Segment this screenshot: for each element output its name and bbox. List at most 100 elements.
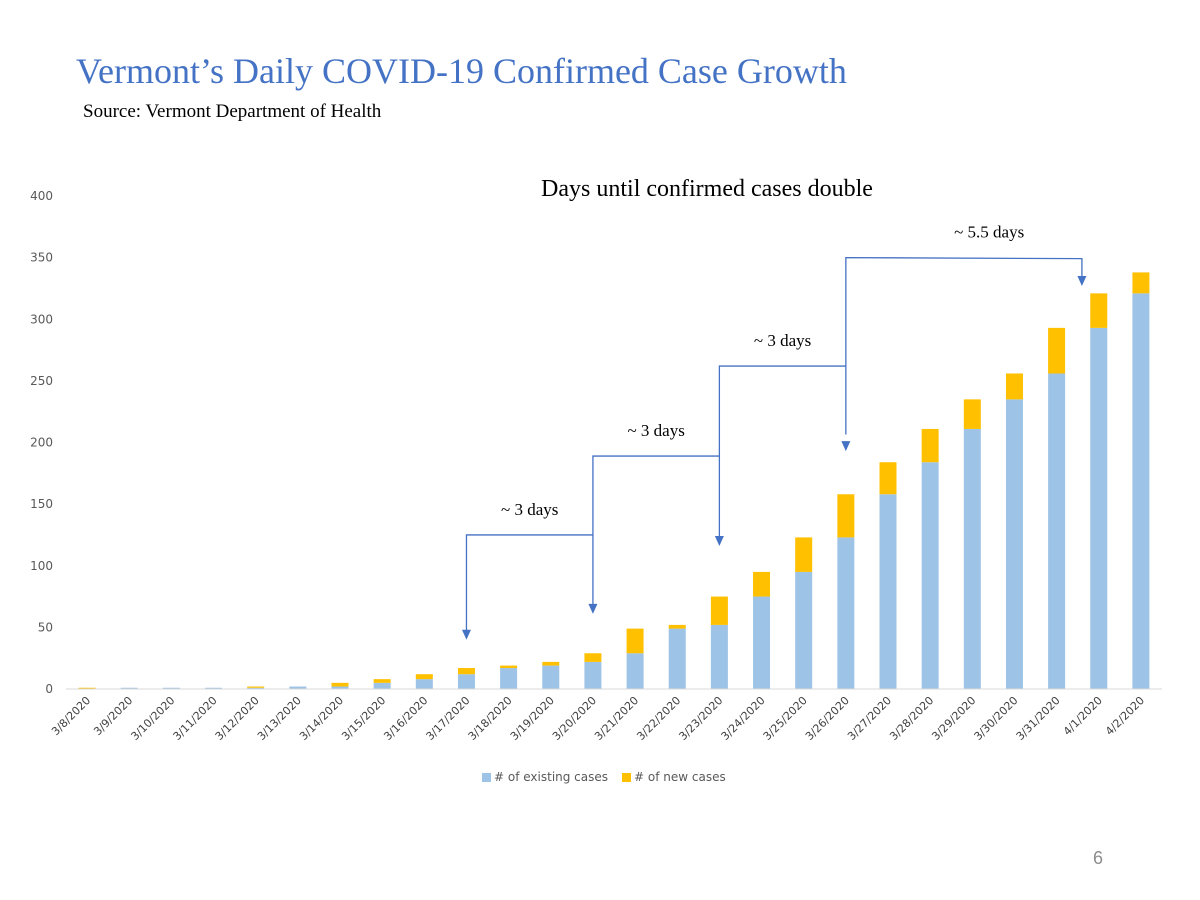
bar-new-cases xyxy=(457,668,475,675)
x-tick-label: 3/22/2020 xyxy=(634,694,683,743)
bar-existing-cases xyxy=(1090,327,1108,689)
bar-new-cases xyxy=(415,674,433,680)
doubling-arrow-3: ~ 3 days xyxy=(714,331,846,547)
bar-new-cases xyxy=(1132,272,1150,294)
bar-existing-cases xyxy=(289,686,307,689)
legend-swatch xyxy=(622,773,631,782)
legend-label: # of existing cases xyxy=(494,770,608,784)
bar-existing-cases xyxy=(921,462,939,689)
bar-existing-cases xyxy=(1132,293,1150,689)
x-tick-label: 3/28/2020 xyxy=(887,694,936,743)
arrow-head xyxy=(841,441,851,452)
y-tick-label: 400 xyxy=(30,189,53,203)
arrow-line xyxy=(592,455,720,605)
arrow-line xyxy=(465,534,593,631)
bar-existing-cases xyxy=(120,687,138,689)
x-tick-label: 3/12/2020 xyxy=(213,694,262,743)
x-tick-label: 4/1/2020 xyxy=(1061,694,1105,738)
x-tick-label: 3/17/2020 xyxy=(424,694,473,743)
arrow-line xyxy=(718,365,846,538)
arrow-head xyxy=(1077,275,1087,286)
slide-source: Source: Vermont Department of Health xyxy=(83,101,382,122)
bar-existing-cases xyxy=(162,687,180,689)
bar-existing-cases xyxy=(415,679,433,689)
arrow-head xyxy=(461,629,471,640)
bar-existing-cases xyxy=(710,624,728,689)
bar-existing-cases xyxy=(837,537,855,689)
doubling-label: ~ 5.5 days xyxy=(954,223,1024,242)
bar-existing-cases xyxy=(584,661,602,689)
bar-new-cases xyxy=(247,686,265,688)
bar-existing-cases xyxy=(373,682,391,689)
arrow-head xyxy=(714,536,724,547)
x-tick-label: 3/26/2020 xyxy=(803,694,852,743)
x-tick-label: 3/18/2020 xyxy=(466,694,515,743)
bar-new-cases xyxy=(753,571,771,597)
bar-series xyxy=(78,272,1150,689)
x-axis: 3/8/20203/9/20203/10/20203/11/20203/12/2… xyxy=(49,694,1147,743)
page-number: 6 xyxy=(1093,848,1104,868)
arrow-line xyxy=(845,256,1083,435)
x-tick-label: 3/16/2020 xyxy=(381,694,430,743)
x-tick-label: 3/29/2020 xyxy=(929,694,978,743)
bar-new-cases xyxy=(500,665,518,669)
bar-existing-cases xyxy=(753,596,771,689)
bar-new-cases xyxy=(921,428,939,463)
bar-existing-cases xyxy=(542,665,560,689)
doubling-arrow-1: ~ 3 days xyxy=(461,500,593,640)
x-tick-label: 3/8/2020 xyxy=(49,694,93,738)
x-tick-label: 3/10/2020 xyxy=(128,694,177,743)
bar-new-cases xyxy=(542,661,560,666)
y-tick-label: 250 xyxy=(30,374,53,388)
bar-new-cases xyxy=(879,462,897,495)
bar-new-cases xyxy=(373,679,391,683)
x-tick-label: 3/19/2020 xyxy=(508,694,557,743)
bar-existing-cases xyxy=(500,668,518,689)
legend: # of existing cases # of new cases xyxy=(482,770,726,784)
bar-new-cases xyxy=(837,494,855,538)
x-tick-label: 3/9/2020 xyxy=(91,694,135,738)
bar-new-cases xyxy=(710,596,728,625)
bar-existing-cases xyxy=(795,571,813,689)
x-tick-label: 3/24/2020 xyxy=(719,694,768,743)
bar-new-cases xyxy=(795,537,813,572)
bar-new-cases xyxy=(1048,327,1066,374)
slide-title: Vermont’s Daily COVID-19 Confirmed Case … xyxy=(76,51,847,91)
x-tick-label: 3/21/2020 xyxy=(592,694,641,743)
arrow-head xyxy=(588,603,598,614)
legend-item: # of existing cases xyxy=(482,770,608,784)
y-tick-label: 150 xyxy=(30,497,53,511)
bar-new-cases xyxy=(78,687,96,689)
doubling-label: ~ 3 days xyxy=(501,500,558,519)
bar-new-cases xyxy=(668,624,686,629)
bar-existing-cases xyxy=(626,653,644,689)
y-tick-label: 100 xyxy=(30,559,53,573)
doubling-arrow-2: ~ 3 days xyxy=(588,421,720,614)
y-tick-label: 0 xyxy=(45,682,53,696)
bar-existing-cases xyxy=(1048,373,1066,689)
x-tick-label: 4/2/2020 xyxy=(1103,694,1147,738)
bar-existing-cases xyxy=(247,687,265,689)
x-tick-label: 3/14/2020 xyxy=(297,694,346,743)
bar-new-cases xyxy=(963,399,981,429)
bar-existing-cases xyxy=(205,687,223,689)
legend-swatch xyxy=(482,773,491,782)
bar-existing-cases xyxy=(963,428,981,689)
bar-existing-cases xyxy=(331,686,349,689)
bar-existing-cases xyxy=(879,494,897,689)
x-tick-label: 3/25/2020 xyxy=(761,694,810,743)
bar-existing-cases xyxy=(457,674,475,689)
x-tick-label: 3/20/2020 xyxy=(550,694,599,743)
x-tick-label: 3/23/2020 xyxy=(676,694,725,743)
legend-label: # of new cases xyxy=(634,770,726,784)
x-tick-label: 3/27/2020 xyxy=(845,694,894,743)
y-tick-label: 350 xyxy=(30,251,53,265)
x-tick-label: 3/15/2020 xyxy=(339,694,388,743)
y-tick-label: 50 xyxy=(38,620,53,634)
x-tick-label: 3/13/2020 xyxy=(255,694,304,743)
doubling-label: ~ 3 days xyxy=(754,331,811,350)
bar-new-cases xyxy=(1090,293,1108,328)
y-tick-label: 200 xyxy=(30,436,53,450)
bar-new-cases xyxy=(331,682,349,687)
